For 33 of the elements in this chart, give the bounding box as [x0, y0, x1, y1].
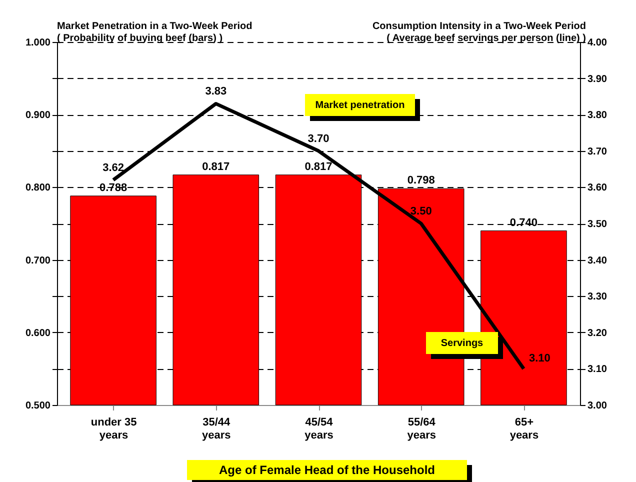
data-label: 3.10	[528, 352, 550, 365]
y2-tick-label: 3.10	[588, 364, 608, 376]
data-label: 0.798	[407, 174, 435, 187]
x-tick-label: 35/44 years	[202, 416, 232, 442]
data-label: 0.817	[304, 160, 332, 173]
data-label: 0.817	[202, 160, 230, 173]
y-tick-label: 0.900	[25, 110, 51, 122]
y2-tick-label: 3.40	[588, 255, 608, 266]
y2-tick-label: 3.00	[588, 400, 608, 412]
x-tick-label: 45/54 years	[304, 416, 334, 442]
y2-tick-label: 3.90	[588, 74, 608, 85]
x-tick-label: 65+ years	[510, 416, 539, 442]
data-label: 3.83	[205, 86, 227, 98]
y2-tick-label: 3.80	[588, 110, 608, 122]
data-label: 3.62	[102, 162, 124, 174]
y-tick-label: 0.800	[25, 182, 51, 194]
y-tick-label: 0.700	[25, 255, 51, 266]
x-tick-label: 55/64 years	[407, 416, 436, 442]
y2-tick-label: 3.70	[588, 146, 608, 158]
y-tick-label: 0.500	[25, 400, 51, 412]
y2-tick-label: 3.50	[588, 219, 608, 230]
x-axis-title: Age of Female Head of the Household	[218, 463, 436, 477]
annotation: Servings	[440, 338, 484, 349]
y2-tick-label: 3.60	[588, 182, 608, 194]
annotation: Market penetration	[315, 100, 405, 111]
y2-tick-label: 3.20	[588, 328, 608, 339]
data-label: 3.70	[308, 132, 330, 145]
y-tick-label: 1.000	[25, 38, 51, 48]
x-tick-label: under 35 years	[90, 416, 137, 442]
data-label: 3.50	[410, 206, 432, 218]
y-tick-label: 0.600	[25, 328, 51, 339]
y2-tick-label: 3.30	[588, 292, 608, 303]
y2-tick-label: 4.00	[588, 38, 608, 48]
